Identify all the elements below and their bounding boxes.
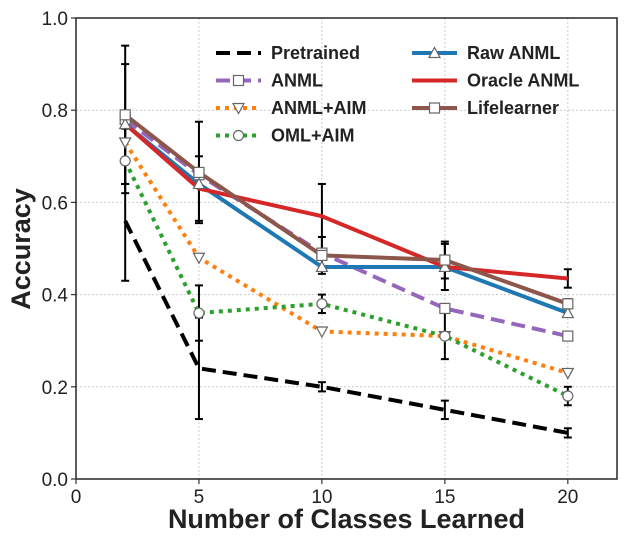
series-line-oracle-anml	[123, 122, 569, 281]
data-point-raw-anml	[315, 260, 329, 273]
y-tick-label: 0.8	[42, 101, 68, 122]
y-axis-title: Accuracy	[6, 188, 36, 310]
legend-label-oml-plus-aim: OML+AIM	[271, 126, 355, 146]
data-point-anml-plus-aim	[118, 137, 132, 150]
x-tick-label: 5	[194, 487, 205, 508]
data-point-anml-plus-aim	[315, 326, 329, 339]
legend-label-anml: ANML	[271, 71, 323, 91]
y-tick-label: 1.0	[42, 9, 68, 30]
legend-label-pretrained: Pretrained	[271, 43, 360, 63]
data-point-lifelearner	[119, 109, 131, 121]
data-point-raw-anml	[118, 117, 132, 130]
data-point-lifelearner	[562, 298, 574, 310]
data-point-raw-anml	[561, 306, 575, 319]
legend-marker-raw-anml	[427, 46, 442, 59]
data-point-anml	[562, 330, 574, 342]
legend-marker-anml	[232, 74, 245, 87]
legend-label-lifelearner: Lifelearner	[467, 98, 559, 118]
data-point-anml	[439, 302, 451, 315]
legend-marker-oml-plus-aim	[232, 129, 245, 142]
legend-label-anml-plus-aim: ANML+AIM	[271, 98, 367, 118]
data-point-lifelearner	[193, 166, 205, 179]
axis-ticks: 0 5 10 15 20 0.0 0.2 0.4 0.6 0.8 1.0	[42, 9, 579, 508]
legend-label-raw-anml: Raw ANML	[467, 43, 560, 63]
series-line-pretrained	[123, 219, 569, 435]
y-tick-label: 0.0	[42, 470, 68, 491]
legend-label-oracle-anml: Oracle ANML	[467, 71, 579, 91]
legend-marker-lifelearner	[428, 102, 441, 114]
series-markers	[118, 109, 575, 402]
x-tick-label: 20	[557, 487, 578, 508]
y-tick-label: 0.6	[42, 193, 68, 214]
x-tick-label: 0	[71, 487, 82, 508]
data-point-oml-plus-aim	[119, 155, 131, 167]
data-point-lifelearner	[439, 254, 451, 266]
legend: Pretrained ANML ANML+AIM OML+AIM Raw ANML Ora…	[216, 43, 579, 146]
y-tick-label: 0.2	[42, 378, 68, 399]
data-point-lifelearner	[316, 249, 328, 262]
data-point-oml-plus-aim	[316, 298, 328, 310]
plot-frame	[75, 17, 618, 480]
data-point-anml-plus-aim	[561, 367, 575, 380]
x-tick-label: 15	[434, 487, 455, 508]
x-tick-label: 10	[311, 487, 332, 508]
data-point-raw-anml	[438, 260, 452, 273]
y-tick-label: 0.4	[42, 286, 69, 307]
x-axis-title: Number of Classes Learned	[168, 504, 525, 534]
data-point-oml-plus-aim	[193, 307, 205, 319]
data-point-anml-plus-aim	[192, 252, 206, 265]
legend-marker-anml-plus-aim	[231, 102, 246, 115]
data-point-oml-plus-aim	[562, 390, 574, 402]
data-point-raw-anml	[192, 177, 206, 190]
data-point-oml-plus-aim	[439, 330, 451, 342]
